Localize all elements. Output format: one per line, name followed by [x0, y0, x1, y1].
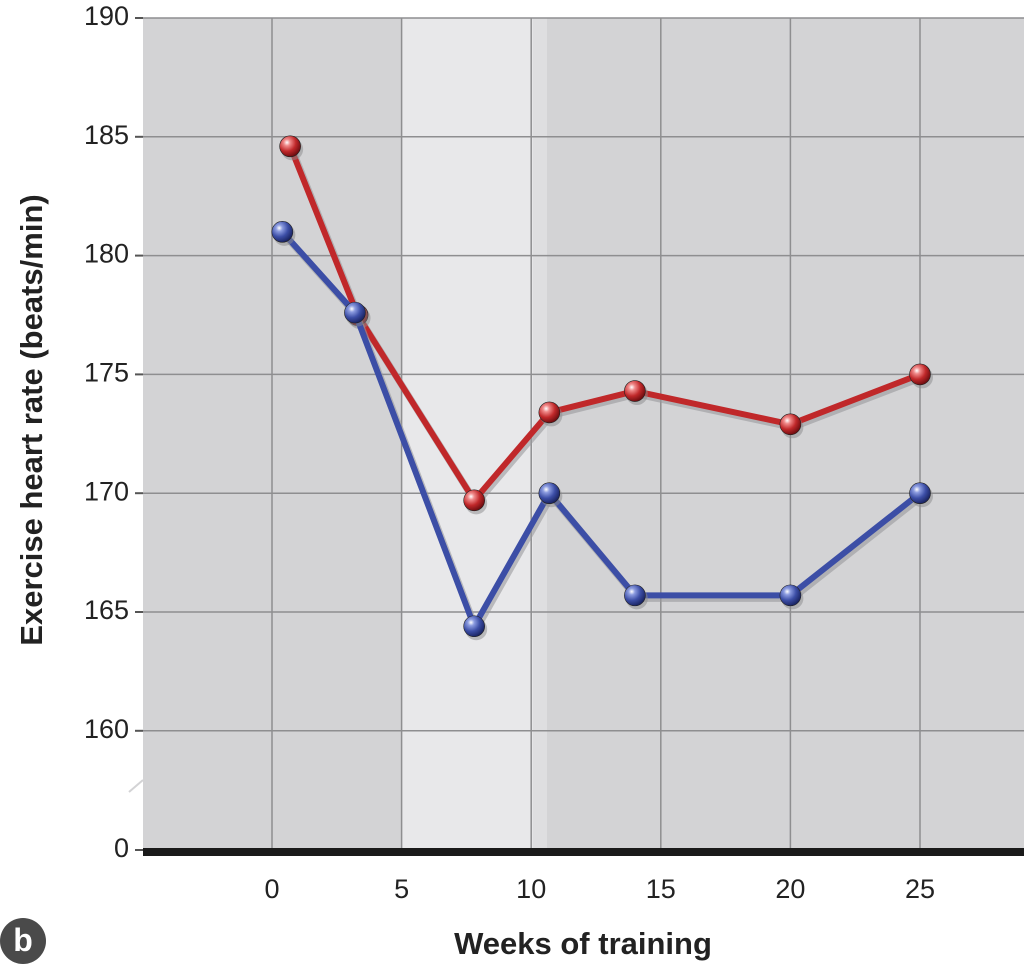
y-tick-label-185: 185 — [84, 120, 129, 150]
y-axis-label: Exercise heart rate (beats/min) — [14, 194, 49, 645]
y-tick-label-180: 180 — [84, 239, 129, 269]
series-1-point — [463, 615, 485, 638]
y-axis-break — [129, 780, 143, 800]
panel-label-badge: b — [0, 918, 46, 964]
y-tick-label-zero: 0 — [114, 833, 129, 863]
plot-area — [143, 18, 1024, 850]
y-tick-label-170: 170 — [84, 476, 129, 506]
series-0-point — [624, 380, 646, 402]
series-1-point — [538, 482, 561, 505]
y-tick-label-165: 165 — [84, 595, 129, 625]
axes — [128, 17, 1024, 856]
x-axis-line — [143, 848, 1024, 856]
x-tick-label-15: 15 — [646, 874, 676, 904]
series-0-point — [279, 135, 301, 158]
series-1-point — [909, 482, 931, 505]
y-tick-label-175: 175 — [84, 358, 129, 388]
x-tick-label-20: 20 — [775, 874, 805, 904]
series-0-point — [779, 413, 802, 436]
x-tick-label-25: 25 — [905, 874, 935, 904]
series-0-point — [463, 489, 485, 512]
y-tick-label-190: 190 — [84, 1, 129, 31]
plot-background — [143, 18, 1024, 850]
series-1-point — [344, 301, 366, 324]
x-tick-label-0: 0 — [264, 874, 279, 904]
x-tick-label-5: 5 — [394, 874, 409, 904]
training-band — [401, 18, 547, 850]
x-tick-label-10: 10 — [516, 874, 546, 904]
series-1-point — [624, 584, 646, 607]
tick-labels: 160 165 170 175 180 185 190 0 0 5 10 15 20 25 — [84, 1, 935, 904]
series-0-point — [538, 401, 561, 424]
series-1-point — [271, 221, 294, 243]
x-axis-label: Weeks of training — [454, 926, 712, 961]
series-0-point — [909, 363, 931, 386]
y-axis-break-edge — [128, 779, 144, 793]
series-layer — [271, 135, 933, 641]
y-tick-label-160: 160 — [84, 714, 129, 744]
series-1-point — [779, 584, 802, 607]
